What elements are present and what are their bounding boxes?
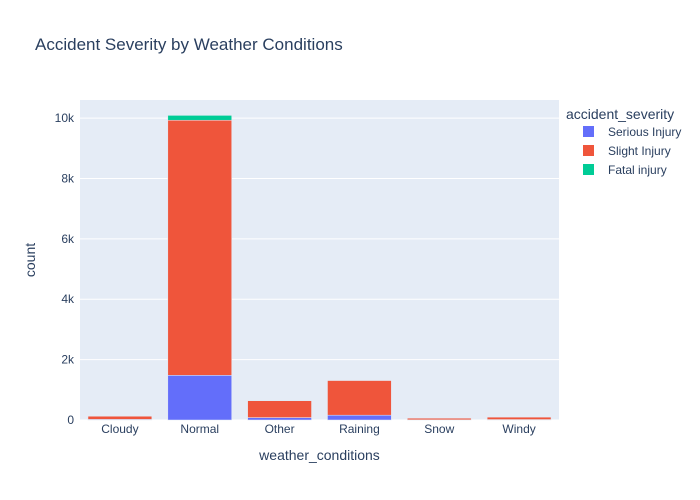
x-tick-label: Raining	[339, 422, 380, 436]
x-tick-label: Cloudy	[101, 422, 138, 436]
y-axis-title: count	[22, 243, 38, 277]
x-tick-label: Snow	[424, 422, 454, 436]
x-tick-label: Normal	[180, 422, 219, 436]
bar-other-slight-injury[interactable]	[247, 400, 312, 418]
legend-swatch[interactable]	[583, 126, 594, 137]
bar-normal-serious-injury[interactable]	[167, 375, 232, 421]
y-axis-ticks: 0 2k 4k 6k 8k 10k	[55, 111, 75, 427]
y-tick-label: 8k	[61, 171, 75, 185]
bar-windy-slight-injury[interactable]	[486, 416, 552, 420]
bar-snow-slight-injury[interactable]	[407, 417, 472, 421]
y-tick-label: 0	[67, 413, 74, 427]
legend-swatch[interactable]	[583, 145, 594, 156]
x-tick-label: Windy	[502, 422, 535, 436]
y-tick-label: 4k	[61, 292, 75, 306]
gridlines	[80, 117, 559, 421]
plot-area	[80, 100, 559, 420]
x-axis-title: weather_conditions	[258, 447, 380, 463]
legend-label[interactable]: Serious Injury	[608, 125, 681, 139]
legend-label[interactable]: Slight Injury	[608, 144, 671, 158]
legend-swatch[interactable]	[583, 164, 594, 175]
bar-raining-slight-injury[interactable]	[327, 380, 392, 416]
bar-cloudy-slight-injury[interactable]	[87, 415, 153, 420]
y-tick-label: 10k	[55, 111, 75, 125]
chart-title: Accident Severity by Weather Conditions	[35, 35, 343, 54]
bars	[87, 115, 552, 421]
legend-label[interactable]: Fatal injury	[608, 163, 667, 177]
bar-normal-slight-injury[interactable]	[167, 119, 232, 376]
legend: accident_severity Serious Injury Slight I…	[566, 106, 681, 177]
bar-other-serious-injury[interactable]	[247, 417, 312, 421]
y-tick-label: 6k	[61, 232, 75, 246]
bar-raining-serious-injury[interactable]	[327, 414, 392, 421]
bar-normal-fatal-injury[interactable]	[167, 115, 232, 121]
legend-title: accident_severity	[566, 106, 674, 122]
x-tick-label: Other	[265, 422, 295, 436]
x-axis-ticks: Cloudy Normal Other Raining Snow Windy	[101, 422, 536, 436]
y-tick-label: 2k	[61, 353, 75, 367]
